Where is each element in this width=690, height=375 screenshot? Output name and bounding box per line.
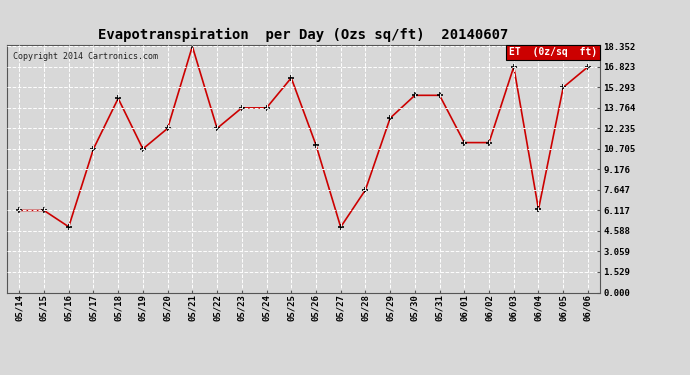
Text: ET  (0z/sq  ft): ET (0z/sq ft) [509,48,598,57]
Text: Copyright 2014 Cartronics.com: Copyright 2014 Cartronics.com [13,53,158,62]
Title: Evapotranspiration  per Day (Ozs sq/ft)  20140607: Evapotranspiration per Day (Ozs sq/ft) 2… [99,28,509,42]
